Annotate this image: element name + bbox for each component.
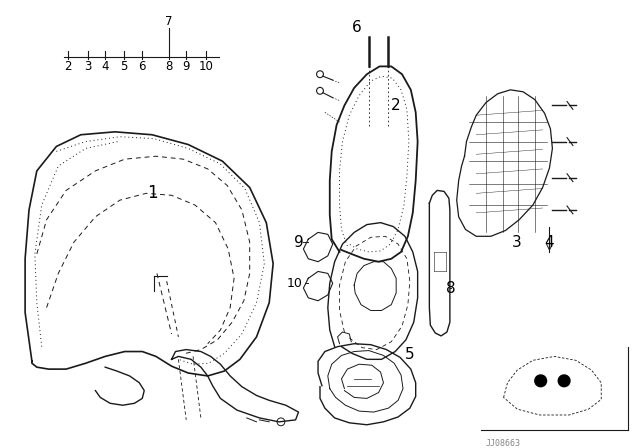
Text: 2: 2: [64, 60, 72, 73]
Text: 1: 1: [147, 184, 157, 202]
Circle shape: [535, 375, 547, 387]
Text: 4: 4: [101, 60, 109, 73]
Text: 10: 10: [287, 277, 303, 290]
Text: 7: 7: [165, 15, 172, 28]
Text: 5: 5: [405, 347, 415, 362]
Text: 10: 10: [198, 60, 213, 73]
Text: 3: 3: [84, 60, 92, 73]
Circle shape: [558, 375, 570, 387]
Text: 8: 8: [446, 280, 456, 296]
Text: 3: 3: [511, 235, 521, 250]
Text: 9: 9: [182, 60, 190, 73]
Text: 2: 2: [391, 98, 401, 113]
Text: 6: 6: [352, 20, 362, 35]
Text: 5: 5: [120, 60, 127, 73]
Text: 6: 6: [138, 60, 146, 73]
Text: 9: 9: [294, 235, 303, 250]
Text: 4: 4: [545, 235, 554, 250]
Text: JJ08663: JJ08663: [486, 439, 521, 448]
Text: 8: 8: [165, 60, 172, 73]
